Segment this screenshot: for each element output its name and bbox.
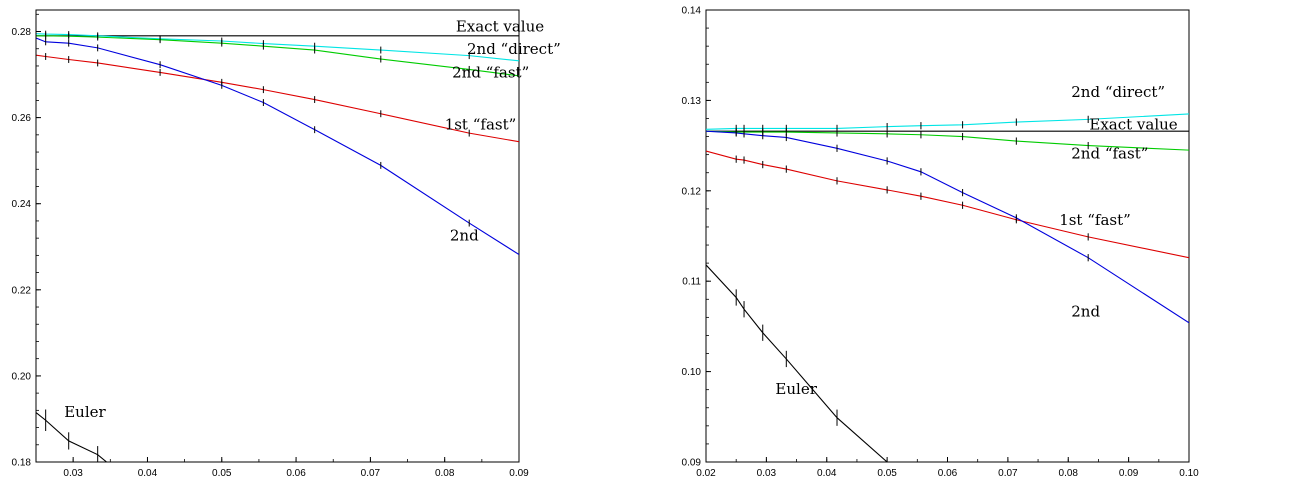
series-annotation: 2nd “fast” — [452, 64, 529, 82]
y-tick-label: 0.11 — [682, 277, 701, 288]
y-tick-label: 0.18 — [12, 458, 32, 469]
series-annotation: Exact value — [1089, 115, 1177, 133]
x-tick-label: 0.08 — [435, 468, 455, 479]
series-annotation: 2nd — [450, 226, 479, 244]
series-line-fast1 — [706, 150, 1189, 259]
series-annotation: Exact value — [456, 18, 544, 36]
plot-frame — [35, 9, 520, 463]
series-group — [36, 30, 519, 462]
x-tick-label: 0.03 — [757, 468, 777, 479]
x-tick-label: 0.09 — [1119, 468, 1139, 479]
x-tick-label: 0.05 — [212, 468, 232, 479]
x-tick-label: 0.08 — [1059, 468, 1079, 479]
series-group — [706, 113, 1189, 462]
x-tick-label: 0.05 — [877, 468, 897, 479]
y-tick-label: 0.13 — [682, 96, 702, 107]
y-tick-label: 0.10 — [682, 367, 702, 378]
series-annotation: 1st “fast” — [1059, 211, 1131, 229]
y-tick-label: 0.26 — [12, 113, 32, 124]
x-tick-label: 0.07 — [361, 468, 381, 479]
x-tick-label: 0.06 — [938, 468, 958, 479]
series-annotation: 2nd “direct” — [1071, 83, 1165, 101]
y-tick-label: 0.09 — [682, 458, 702, 469]
y-tick-label: 0.12 — [682, 186, 702, 197]
series-line-fast2 — [706, 130, 1189, 151]
series-annotation: 2nd “fast” — [1071, 144, 1148, 162]
series-line-second — [36, 37, 519, 255]
x-tick-label: 0.04 — [817, 468, 837, 479]
x-tick-label: 0.02 — [696, 468, 716, 479]
chart-2: 0.02 0.03 0.04 0.05 0.06 0.07 0.08 0.09 0.10 0.09… — [682, 6, 1200, 480]
series-line-direct2 — [706, 113, 1189, 130]
x-tick-label: 0.03 — [63, 468, 83, 479]
series-annotation: 2nd — [1071, 302, 1100, 320]
series-line-euler — [706, 264, 888, 462]
y-tick-label: 0.22 — [12, 285, 32, 296]
chart-1: 0.03 0.04 0.05 0.06 0.07 0.08 0.09 0.18 0.20 0.22… — [12, 9, 561, 479]
x-tick-label: 0.10 — [1179, 468, 1199, 479]
x-tick-label: 0.04 — [138, 468, 158, 479]
y-tick-label: 0.24 — [12, 199, 32, 210]
y-tick-label: 0.20 — [12, 371, 32, 382]
series-line-fast2 — [36, 35, 519, 77]
series-annotation: Euler — [64, 403, 106, 421]
series-annotation: 1st “fast” — [445, 116, 517, 134]
series-line-second — [706, 130, 1189, 324]
y-tick-label: 0.28 — [12, 27, 32, 38]
x-tick-label: 0.09 — [509, 468, 529, 479]
y-tick-label: 0.14 — [682, 6, 702, 17]
series-annotation: 2nd “direct” — [467, 40, 561, 58]
x-tick-label: 0.06 — [286, 468, 306, 479]
x-tick-label: 0.07 — [998, 468, 1018, 479]
series-annotation: Euler — [775, 380, 817, 398]
